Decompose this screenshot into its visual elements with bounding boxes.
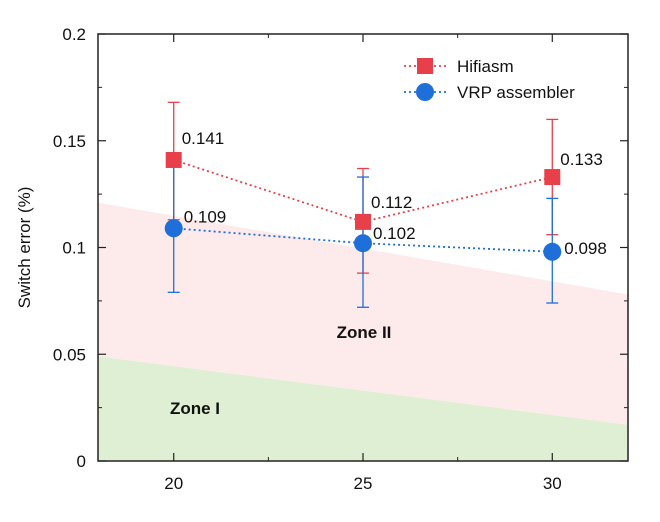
vrp-assembler-marker-1 [354, 234, 372, 253]
series-lines [173, 159, 553, 253]
legend-marker-hifiasm [417, 58, 433, 74]
zone-band-1 [98, 356, 628, 461]
zones-layer [98, 202, 628, 461]
axis-ticks: 0 0.05 0.1 0.15 0.2 20 25 30 [53, 25, 628, 493]
vrp-assembler-data-label-1: 0.102 [373, 224, 416, 243]
vrp-assembler-data-label-2: 0.098 [564, 239, 607, 258]
hifiasm-marker-2 [544, 169, 561, 186]
y-tick-label-0: 0 [77, 452, 86, 471]
y-tick-label-1: 0.05 [53, 345, 86, 364]
legend-label-vrp-assembler: VRP assembler [457, 83, 575, 102]
zone-band-2 [98, 202, 628, 425]
hifiasm-marker-1 [355, 213, 371, 230]
y-tick-label-4: 0.2 [62, 25, 86, 44]
y-axis-title: Switch error (%) [15, 187, 34, 309]
hifiasm-data-label-0: 0.141 [182, 129, 225, 148]
x-tick-label-2: 30 [543, 474, 562, 493]
zone-label-2: Zone II [337, 323, 392, 342]
hifiasm-data-label-2: 0.133 [560, 150, 603, 169]
vrp-assembler-line [173, 227, 553, 253]
x-tick-label-1: 25 [354, 474, 373, 493]
vrp-assembler-marker-2 [543, 242, 562, 261]
hifiasm-marker-0 [165, 151, 182, 168]
legend-marker-vrp-assembler [416, 83, 434, 101]
x-tick-label-0: 20 [164, 474, 183, 493]
legend-label-hifiasm: Hifiasm [457, 57, 514, 76]
series-markers [164, 151, 562, 261]
vrp-assembler-marker-0 [164, 219, 183, 238]
zone-labels: Zone I Zone II [170, 323, 391, 418]
y-tick-label-2: 0.1 [62, 239, 86, 258]
hifiasm-data-label-1: 0.112 [371, 193, 412, 212]
hifiasm-line [173, 159, 553, 223]
data-labels: 0.141 0.112 0.133 0.109 0.102 0.098 [182, 129, 607, 258]
legend: Hifiasm VRP assembler [404, 57, 575, 102]
vrp-assembler-data-label-0: 0.109 [184, 207, 227, 226]
y-tick-label-3: 0.15 [53, 132, 86, 151]
zone-label-1: Zone I [170, 399, 220, 418]
